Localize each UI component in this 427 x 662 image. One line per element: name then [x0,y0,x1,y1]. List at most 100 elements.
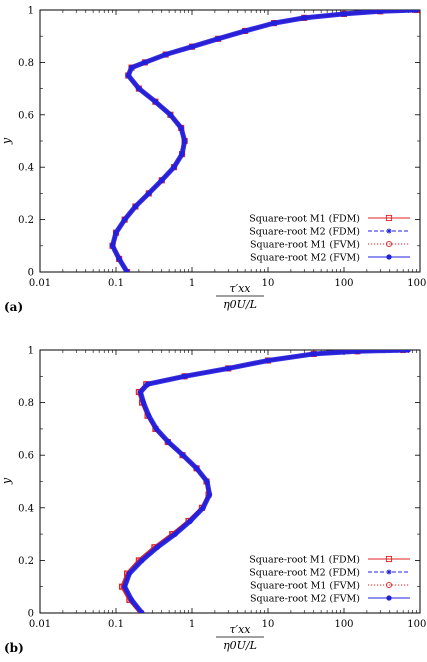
x-axis-label-numerator: τ′xx [230,282,252,295]
data-point [178,125,184,131]
data-point [153,426,160,432]
data-point [137,389,144,395]
data-point [132,203,139,210]
data-point [146,413,152,419]
data-point [341,11,347,17]
data-point [152,99,159,105]
y-axis-label: y [0,477,13,485]
data-point [200,505,206,511]
data-point [125,72,131,79]
data-point [136,85,142,92]
legend-marker [386,254,392,260]
data-point [181,373,188,379]
y-tick-label: 0.4 [18,163,34,174]
data-point [215,36,221,42]
data-point [124,269,130,272]
data-point [165,439,172,445]
x-tick-label: 100 [334,619,353,630]
data-point [265,357,271,364]
y-tick-label: 0.8 [18,58,34,69]
legend-label: Square-root M2 (FVM) [250,594,360,605]
data-point [179,151,185,157]
data-point [405,350,411,353]
x-tick-label: 10 [262,278,275,289]
plot-frame [39,349,421,614]
y-tick-label: 0.8 [18,398,34,409]
data-point [144,381,151,387]
legend-marker [385,240,393,248]
y-tick-label: 1 [28,346,34,357]
data-point [189,44,195,50]
x-tick-label: 0.1 [108,278,124,289]
data-point [146,190,152,197]
data-point [271,20,277,26]
data-point [139,557,145,564]
x-tick-label: 100 [334,278,353,289]
y-tick-label: 0 [28,268,34,279]
data-point [180,452,186,458]
data-point [206,492,213,498]
data-point [116,256,122,262]
data-point [187,518,193,524]
legend-marker [385,214,393,222]
x-axis-label-denominator: η0U/L [223,639,257,652]
data-point [354,350,361,354]
x-tick-label: 1 [189,278,195,289]
data-point [377,10,383,14]
y-tick-label: 1 [28,6,34,17]
data-point [172,531,178,537]
y-axis-label: y [0,137,13,145]
panel-tag: (a) [4,300,23,314]
data-point [126,570,133,577]
legend-marker [385,555,393,563]
y-tick-label: 0.2 [18,215,34,226]
x-tick-label: 0.01 [29,278,51,289]
legend-label: Square-root M1 (FVM) [250,581,360,592]
data-point [122,216,128,223]
series-4 [109,10,420,272]
y-tick-label: 0 [28,609,34,620]
y-tick-label: 0.4 [18,503,34,514]
data-point [163,51,169,58]
x-tick-label: 1 [189,619,195,630]
data-point [171,164,177,170]
data-point [109,243,116,249]
data-point [128,65,135,71]
data-point [122,584,128,590]
x-axis-label-denominator: η0U/L [223,298,257,311]
y-tick-label: 0.2 [18,556,34,567]
data-point [193,465,200,471]
panel-tag: (b) [4,641,24,655]
data-point [128,597,135,603]
y-tick-label: 0.6 [18,451,34,462]
legend-label: Square-root M2 (FDM) [249,568,360,579]
data-point [301,15,307,21]
legend-label: Square-root M1 (FVM) [250,240,360,251]
data-point [311,351,317,357]
data-point [142,59,148,66]
legend-marker [386,595,392,601]
data-point [167,112,174,118]
data-point [225,365,231,372]
y-tick-label: 0.6 [18,110,34,121]
data-point [154,544,160,550]
legend-label: Square-root M1 (FDM) [249,214,360,225]
legend-label: Square-root M2 (FDM) [249,227,360,238]
legend-label: Square-root M2 (FVM) [250,253,360,264]
series-4 [122,350,411,613]
legend-marker [386,228,392,234]
x-tick-label: 0.01 [29,619,51,630]
x-axis-label-numerator: τ′xx [230,623,252,636]
x-tick-label: 10 [262,619,275,630]
data-point [204,478,210,485]
legend-marker [385,581,393,589]
plot-frame [39,9,421,273]
legend-label: Square-root M1 (FDM) [249,555,360,566]
x-tick-label: 0.1 [108,619,124,630]
data-point [159,177,165,183]
data-point [242,28,248,34]
